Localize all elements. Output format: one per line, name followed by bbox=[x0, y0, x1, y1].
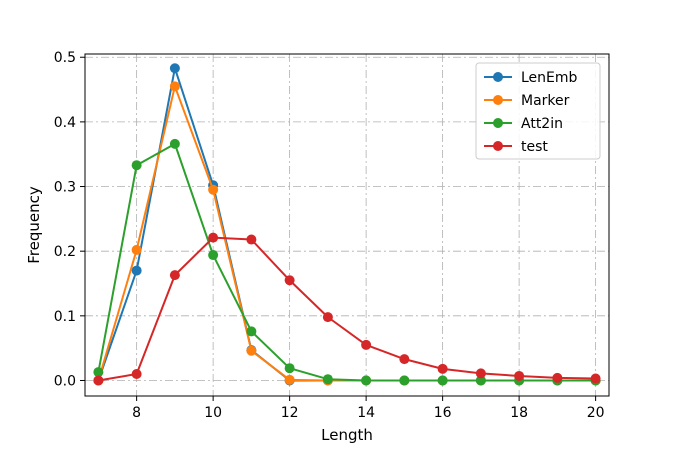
data-point bbox=[169, 270, 180, 281]
legend-label: Att2in bbox=[521, 116, 563, 132]
y-tick-label: 0.4 bbox=[54, 115, 76, 131]
x-tick-label: 20 bbox=[587, 405, 605, 421]
y-axis-label: Frequency bbox=[25, 186, 43, 264]
x-tick-label: 16 bbox=[434, 405, 452, 421]
legend-marker bbox=[493, 141, 503, 151]
legend-label: LenEmb bbox=[521, 70, 578, 86]
data-point bbox=[246, 345, 257, 356]
data-point bbox=[131, 244, 142, 255]
series-line bbox=[97, 142, 596, 382]
data-point bbox=[246, 234, 257, 245]
y-tick-label: 0.2 bbox=[54, 244, 76, 260]
legend-box bbox=[475, 62, 601, 160]
y-tick-label: 0.0 bbox=[54, 373, 76, 389]
data-point bbox=[284, 374, 295, 385]
data-point bbox=[361, 375, 372, 386]
data-point bbox=[322, 312, 333, 323]
axis-ticks: 8 10 12 14 16 18 20 0.0 0.1 0.2 0.3 0.4 0.5 bbox=[54, 50, 605, 421]
data-point bbox=[131, 160, 142, 171]
data-point bbox=[399, 354, 410, 365]
y-tick-label: 0.1 bbox=[54, 309, 76, 325]
data-point bbox=[246, 326, 257, 337]
data-point bbox=[284, 275, 295, 286]
data-point bbox=[169, 63, 180, 74]
legend-item: test bbox=[484, 139, 548, 155]
data-point bbox=[93, 367, 104, 378]
x-tick-label: 8 bbox=[132, 405, 141, 421]
legend: LenEmb Marker Att2in test bbox=[475, 62, 601, 160]
data-point bbox=[590, 373, 601, 384]
series-att2in bbox=[93, 138, 601, 386]
data-point bbox=[93, 375, 104, 386]
legend-marker bbox=[493, 72, 503, 82]
data-point bbox=[475, 375, 486, 386]
legend-marker bbox=[493, 118, 503, 128]
legend-marker bbox=[493, 95, 503, 105]
data-point bbox=[284, 363, 295, 374]
series-line bbox=[98, 236, 596, 382]
x-axis-label: Length bbox=[321, 426, 373, 444]
data-point bbox=[208, 250, 219, 261]
data-point bbox=[475, 368, 486, 379]
y-tick-label: 0.3 bbox=[54, 180, 76, 196]
data-point bbox=[399, 375, 410, 386]
data-point bbox=[437, 363, 448, 374]
series-layer bbox=[93, 63, 601, 386]
data-point bbox=[552, 372, 563, 383]
legend-item: LenEmb bbox=[484, 70, 578, 86]
data-point bbox=[361, 339, 372, 350]
x-tick-label: 14 bbox=[357, 405, 375, 421]
data-point bbox=[169, 138, 180, 149]
x-tick-label: 18 bbox=[510, 405, 528, 421]
y-tick-label: 0.5 bbox=[54, 50, 76, 66]
data-point bbox=[208, 184, 219, 195]
legend-item: Marker bbox=[484, 93, 570, 109]
data-point bbox=[208, 232, 219, 243]
data-point bbox=[131, 265, 142, 276]
legend-label: test bbox=[521, 139, 548, 155]
legend-item: Att2in bbox=[484, 116, 563, 132]
data-point bbox=[131, 369, 142, 380]
x-tick-label: 12 bbox=[281, 405, 299, 421]
data-point bbox=[322, 374, 333, 385]
legend-label: Marker bbox=[521, 93, 570, 109]
series-test bbox=[93, 232, 601, 386]
data-point bbox=[514, 370, 525, 381]
data-point bbox=[169, 81, 180, 92]
plot-frame bbox=[84, 53, 610, 397]
x-tick-label: 10 bbox=[204, 405, 222, 421]
data-point bbox=[437, 375, 448, 386]
